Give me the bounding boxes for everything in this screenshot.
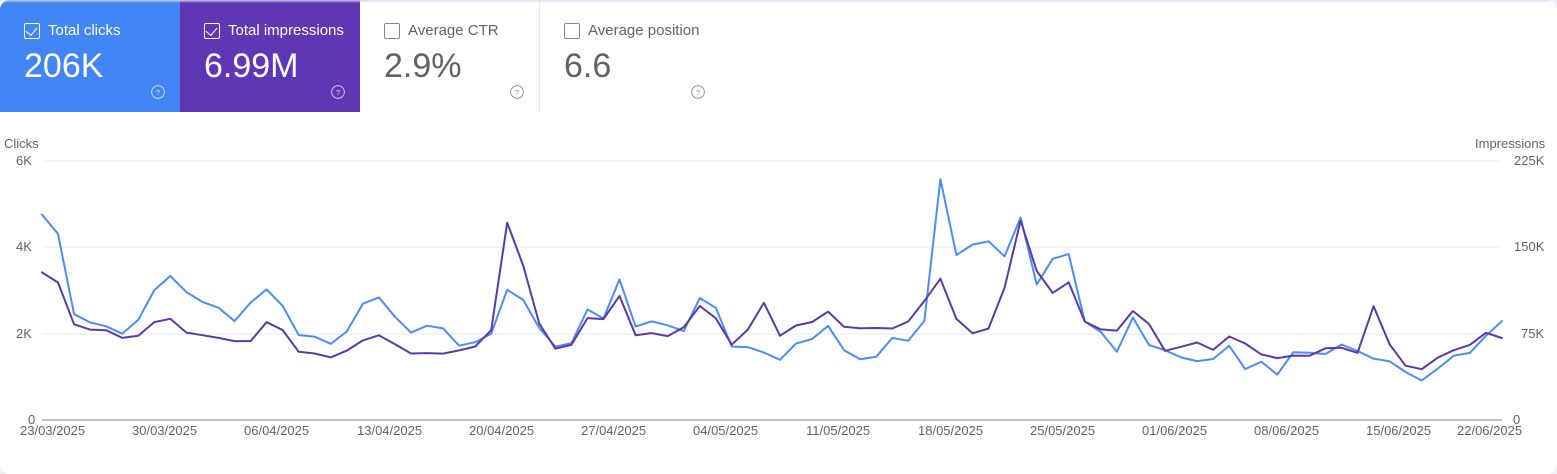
- svg-text:?: ?: [515, 88, 519, 97]
- svg-text:?: ?: [156, 88, 160, 97]
- svg-text:?: ?: [696, 88, 700, 97]
- svg-text:?: ?: [336, 88, 340, 97]
